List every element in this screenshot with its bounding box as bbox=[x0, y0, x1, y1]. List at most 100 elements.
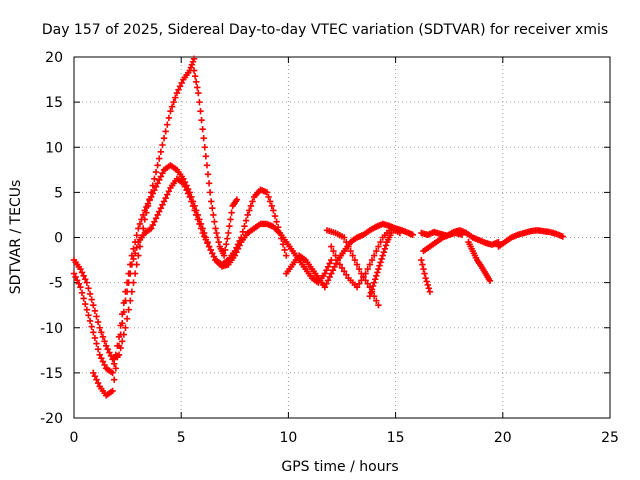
data-point bbox=[368, 256, 376, 264]
data-point bbox=[373, 272, 380, 280]
data-point bbox=[94, 345, 102, 353]
data-point bbox=[422, 274, 429, 282]
series-arc-3 bbox=[70, 162, 290, 377]
data-point bbox=[96, 324, 103, 331]
series-arc-12 bbox=[465, 238, 494, 285]
data-point bbox=[195, 89, 202, 97]
series-arc-9 bbox=[418, 256, 434, 295]
data-point bbox=[210, 211, 217, 219]
data-point bbox=[90, 301, 97, 309]
data-point bbox=[141, 207, 148, 214]
data-point bbox=[199, 126, 206, 133]
data-point bbox=[122, 297, 129, 304]
data-point bbox=[186, 193, 193, 201]
data-point bbox=[83, 306, 91, 313]
data-point bbox=[208, 198, 215, 205]
data-point bbox=[96, 351, 103, 359]
data-point bbox=[147, 225, 155, 232]
data-point bbox=[209, 204, 216, 212]
data-point bbox=[90, 369, 97, 377]
data-point bbox=[193, 211, 200, 219]
data-point bbox=[139, 211, 147, 219]
series-arc-11 bbox=[420, 229, 466, 255]
data-point bbox=[204, 171, 212, 178]
data-point bbox=[127, 270, 134, 277]
data-point bbox=[331, 263, 338, 271]
data-point bbox=[205, 180, 213, 187]
data-point bbox=[109, 387, 116, 395]
data-point bbox=[418, 256, 425, 264]
data-point bbox=[271, 212, 279, 220]
data-point bbox=[151, 218, 158, 225]
data-point bbox=[107, 352, 115, 360]
data-point bbox=[197, 107, 204, 115]
data-point bbox=[86, 317, 94, 325]
data-point bbox=[111, 360, 118, 368]
data-point bbox=[106, 349, 113, 356]
data-point bbox=[109, 369, 116, 377]
data-point bbox=[151, 175, 158, 183]
data-point bbox=[91, 373, 99, 380]
data-point bbox=[154, 180, 161, 187]
data-point bbox=[193, 78, 200, 86]
data-point bbox=[152, 215, 160, 222]
data-point bbox=[323, 280, 330, 287]
data-point bbox=[114, 353, 121, 361]
data-point bbox=[194, 216, 202, 223]
data-point bbox=[128, 261, 136, 268]
data-point bbox=[242, 217, 250, 224]
axis-ticks: 0 5 10 15 20 25 -20 -15 -10 -5 0 5 10 15 20 bbox=[40, 50, 619, 446]
data-point bbox=[273, 218, 280, 225]
data-point bbox=[376, 262, 383, 269]
x-tick-label: 0 bbox=[70, 430, 79, 446]
data-point bbox=[358, 277, 365, 284]
data-point bbox=[144, 200, 152, 207]
data-point bbox=[70, 270, 78, 277]
data-point bbox=[162, 194, 169, 202]
data-point bbox=[136, 220, 144, 228]
data-point bbox=[149, 221, 156, 229]
data-point bbox=[85, 285, 92, 292]
data-point bbox=[101, 361, 108, 369]
series-arc-5 bbox=[283, 220, 416, 291]
data-point bbox=[353, 283, 361, 291]
data-point bbox=[198, 116, 205, 124]
data-point bbox=[77, 283, 84, 291]
data-point bbox=[86, 290, 94, 298]
data-point bbox=[98, 329, 105, 336]
data-point bbox=[375, 301, 382, 309]
data-point bbox=[324, 277, 332, 284]
data-point bbox=[88, 323, 95, 330]
data-point bbox=[268, 202, 275, 210]
data-point bbox=[78, 269, 86, 276]
data-point bbox=[338, 264, 346, 272]
data-point bbox=[360, 273, 367, 281]
data-point bbox=[373, 247, 380, 255]
data-point bbox=[343, 238, 350, 246]
data-point bbox=[246, 207, 253, 214]
data-point bbox=[201, 144, 208, 151]
data-point bbox=[334, 256, 341, 264]
data-point bbox=[226, 223, 233, 230]
data-point bbox=[377, 259, 384, 266]
data-point bbox=[283, 252, 290, 259]
data-point bbox=[244, 211, 251, 219]
data-point bbox=[211, 218, 218, 225]
data-point bbox=[165, 114, 173, 122]
data-point bbox=[362, 270, 369, 277]
data-point bbox=[207, 246, 214, 254]
data-point bbox=[74, 277, 81, 284]
data-point bbox=[101, 338, 108, 345]
data-point bbox=[424, 281, 431, 289]
data-point bbox=[157, 204, 165, 212]
data-point bbox=[228, 209, 235, 216]
data-point bbox=[203, 162, 211, 169]
data-point bbox=[368, 286, 376, 293]
data-point bbox=[159, 201, 166, 208]
data-point bbox=[241, 223, 248, 230]
data-point bbox=[200, 135, 207, 142]
data-point bbox=[458, 231, 466, 238]
data-point bbox=[72, 273, 79, 281]
data-point bbox=[93, 376, 100, 383]
data-point bbox=[115, 342, 123, 349]
